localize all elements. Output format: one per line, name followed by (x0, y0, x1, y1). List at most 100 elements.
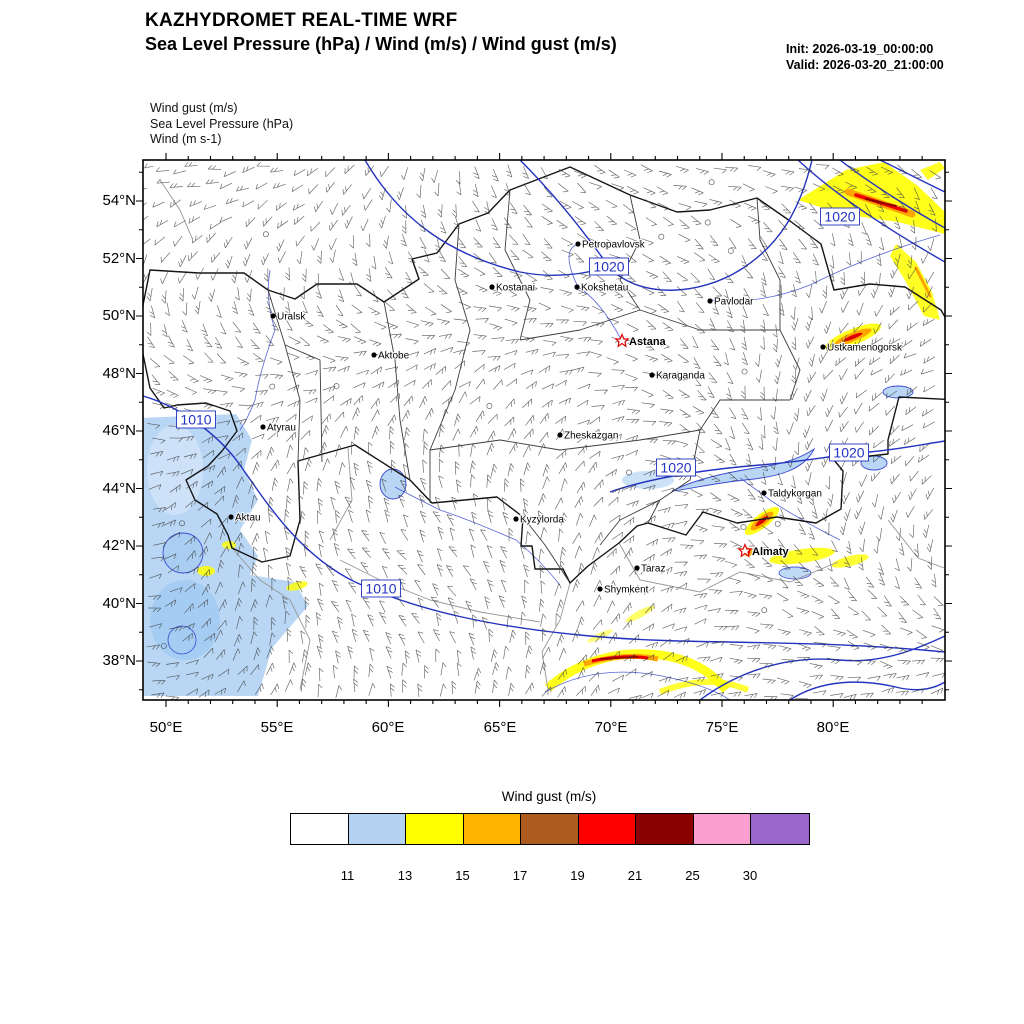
lat-tick-label: 38°N (102, 652, 136, 669)
axis-ticks (136, 153, 952, 707)
city-dot (597, 586, 603, 592)
city-dot (761, 490, 767, 496)
lat-tick-label: 48°N (102, 365, 136, 382)
city-dot (649, 372, 655, 378)
city-dot (707, 298, 713, 304)
cities-layer: Petropavlovsk Kostanai Kokshetau Pavloda… (228, 239, 904, 597)
city-label: Zheskazgan (564, 431, 618, 442)
pressure-label: 1020 (589, 257, 629, 276)
city-label: Aktau (235, 513, 261, 524)
city-marker-karaganda: Karaganda (649, 370, 706, 383)
city-dot (575, 241, 581, 247)
city-label: Kyzylorda (520, 515, 564, 526)
city-marker-ustkamenogorsk: Ustkamenogorsk (820, 342, 904, 355)
lat-tick-label: 54°N (102, 192, 136, 209)
city-marker-taldykorgan: Taldykorgan (761, 488, 823, 501)
city-dot (489, 284, 495, 290)
colorbar-swatch (463, 814, 521, 844)
city-label: Shymkent (604, 585, 649, 596)
lat-tick-label: 46°N (102, 422, 136, 439)
city-dot (820, 344, 826, 350)
field-slp: Sea Level Pressure (hPa) (150, 116, 294, 131)
city-dot (270, 313, 276, 319)
city-label: Almaty (752, 546, 790, 558)
city-label: Ustkamenogorsk (827, 343, 903, 354)
city-marker-petropavlovsk: Petropavlovsk (575, 239, 647, 252)
city-label: Uralsk (277, 312, 306, 323)
city-marker-aktau: Aktau (228, 512, 262, 525)
field-list: Wind gust (m/s) Sea Level Pressure (hPa)… (150, 101, 293, 148)
svg-text:1020: 1020 (660, 460, 691, 476)
city-dot (557, 432, 563, 438)
lon-tick-label: 50°E (149, 719, 183, 736)
colorbar-tick: 19 (570, 868, 585, 883)
city-marker-aktobe: Aktobe (371, 350, 411, 363)
colorbar-swatch (578, 814, 636, 844)
city-dot (513, 516, 519, 522)
city-label: Taldykorgan (768, 489, 822, 500)
city-marker-uralsk: Uralsk (270, 311, 307, 324)
city-marker-kyzylorda: Kyzylorda (513, 514, 565, 527)
city-label: Astana (629, 336, 667, 348)
svg-text:1010: 1010 (365, 581, 396, 597)
colorbar: 11 13 15 17 19 21 25 30 (290, 813, 810, 883)
svg-text:1010: 1010 (180, 412, 211, 428)
colorbar-tick: 17 (512, 868, 528, 883)
city-label: Atyrau (267, 423, 296, 434)
colorbar-swatch (693, 814, 751, 844)
city-label: Petropavlovsk (582, 240, 646, 251)
svg-text:1020: 1020 (593, 259, 624, 275)
city-marker-shymkent: Shymkent (597, 584, 650, 597)
city-marker-pavlodar: Pavlodar (707, 296, 755, 309)
page-subtitle: Sea Level Pressure (hPa) / Wind (m/s) / … (145, 34, 617, 54)
lat-tick-label: 52°N (102, 250, 136, 267)
city-marker-zheskazgan: Zheskazgan (557, 430, 619, 443)
lon-tick-label: 80°E (816, 719, 850, 736)
colorbar-swatch (751, 814, 809, 844)
colorbar-title: Wind gust (m/s) (501, 789, 597, 804)
svg-text:1020: 1020 (824, 209, 855, 225)
city-dot (574, 284, 580, 290)
city-dot (634, 565, 640, 571)
svg-text:1020: 1020 (833, 445, 864, 461)
colorbar-tick: 11 (340, 868, 355, 883)
lakes-layer (379, 385, 914, 580)
colorbar-swatch (291, 814, 349, 844)
city-label: Taraz (641, 564, 665, 575)
city-dot (260, 424, 266, 430)
colorbar-swatch (406, 814, 464, 844)
city-dot (371, 352, 377, 358)
colorbar-swatch (636, 814, 694, 844)
capital-star-icon (614, 332, 630, 348)
neighbor-borders (159, 179, 945, 691)
lon-tick-label: 60°E (371, 719, 405, 736)
colorbar-tick: 30 (742, 868, 758, 883)
city-marker-astana: Astana (614, 332, 668, 349)
pressure-label: 1010 (176, 410, 216, 429)
pressure-label: 1020 (829, 443, 869, 462)
pressure-label: 1020 (820, 207, 860, 226)
field-wind: Wind (m s-1) (150, 132, 222, 146)
colorbar-tick: 15 (455, 868, 470, 883)
city-marker-almaty: Almaty (737, 542, 791, 559)
lon-tick-label: 55°E (260, 719, 294, 736)
lon-tick-label: 75°E (705, 719, 739, 736)
valid-time: Valid: 2026-03-20_21:00:00 (786, 58, 944, 72)
lat-tick-label: 42°N (102, 537, 136, 554)
city-label: Aktobe (378, 351, 410, 362)
field-wind-gust: Wind gust (m/s) (150, 101, 238, 115)
city-label: Kokshetau (581, 283, 628, 294)
model-times: Init: 2026-03-19_00:00:00 Valid: 2026-03… (786, 41, 944, 73)
wind-barbs-layer (143, 161, 945, 700)
lon-tick-label: 70°E (594, 719, 628, 736)
city-label: Kostanai (496, 283, 535, 294)
lat-tick-label: 44°N (102, 480, 136, 497)
lat-tick-label: 40°N (102, 595, 136, 612)
city-marker-taraz: Taraz (634, 563, 666, 576)
pressure-label: 1020 (656, 458, 696, 477)
city-marker-atyrau: Atyrau (260, 422, 297, 435)
pressure-label: 1010 (361, 579, 401, 598)
colorbar-tick: 21 (627, 868, 643, 883)
